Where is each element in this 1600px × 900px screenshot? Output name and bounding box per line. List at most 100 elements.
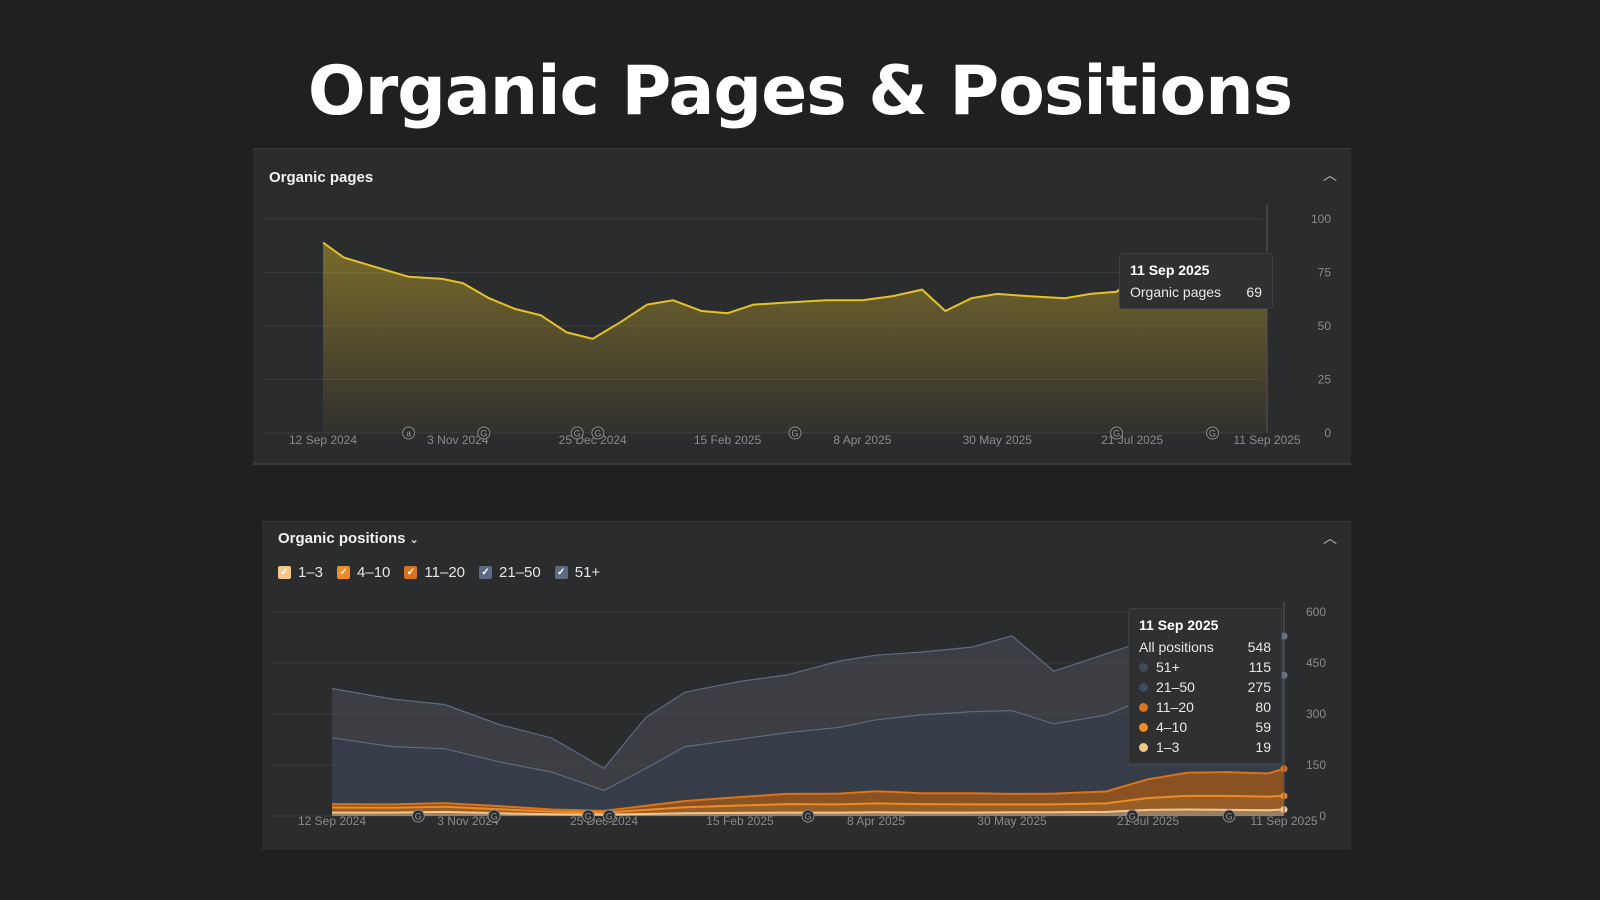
google-update-marker[interactable]: [477, 426, 491, 440]
annotation-label: G: [1113, 429, 1120, 439]
annotation-label: G: [606, 812, 613, 822]
checkbox-icon[interactable]: ✓: [404, 566, 418, 579]
organic-positions-title-text: Organic positions: [278, 530, 406, 547]
organic-pages-area: [323, 242, 1267, 433]
x-tick-label: 8 Apr 2025: [833, 433, 891, 447]
x-tick-label: 30 May 2025: [977, 814, 1047, 828]
collapse-organic-positions-button[interactable]: ︿: [1323, 528, 1337, 548]
annotation-label: G: [1129, 812, 1136, 822]
google-update-marker[interactable]: [487, 809, 501, 823]
annotation-label: G: [791, 429, 798, 439]
tooltip-row: 51+ 115: [1139, 659, 1271, 675]
tooltip-value: 69: [1246, 284, 1262, 300]
y-tick-label: 50: [1318, 319, 1332, 333]
google-update-marker[interactable]: [801, 809, 815, 823]
line-4–10: [331, 794, 1285, 814]
annotation-label: G: [804, 812, 811, 822]
tooltip-label: 11–20: [1139, 699, 1194, 715]
tooltip-label: Organic pages: [1130, 284, 1222, 300]
legend-label: 1–3: [298, 564, 324, 581]
x-tick-label: 11 Sep 2025: [1233, 433, 1300, 447]
tooltip-value: 80: [1255, 699, 1271, 715]
band-51+: [332, 633, 1284, 791]
legend-item[interactable]: ✓ 4–10: [337, 564, 390, 581]
checkbox-icon[interactable]: ✓: [554, 566, 568, 579]
google-update-marker[interactable]: [1125, 809, 1139, 823]
tooltip-date: 11 Sep 2025: [1130, 262, 1210, 278]
organic-positions-panel: Organic positions ⌄ ︿ ✓ 1–3 ✓ 4–10 ✓ 11–20 ✓ 21–…: [262, 521, 1351, 850]
tooltip-label: 21–50: [1139, 679, 1195, 695]
chevron-down-icon: ⌄: [409, 534, 419, 546]
google-update-marker[interactable]: [1222, 809, 1236, 823]
google-update-marker[interactable]: [570, 426, 584, 440]
organic-pages-tooltip: 11 Sep 2025 Organic pages 69: [1119, 253, 1273, 309]
y-tick-label: 25: [1318, 373, 1332, 387]
y-tick-label: 100: [1311, 212, 1331, 226]
tooltip-value: 275: [1247, 679, 1271, 695]
google-update-marker[interactable]: [581, 809, 595, 823]
google-update-marker[interactable]: [411, 809, 425, 823]
google-update-marker[interactable]: [602, 809, 616, 823]
legend-label: 11–20: [424, 564, 466, 581]
legend-label: 4–10: [357, 564, 391, 581]
organic-positions-tooltip: 11 Sep 2025 All positions 548 51+ 115 21–50 27…: [1128, 608, 1282, 764]
legend-item[interactable]: ✓ 51+: [554, 564, 601, 581]
annotation-label: G: [1209, 429, 1216, 439]
organic-positions-title[interactable]: Organic positions ⌄: [278, 530, 419, 547]
x-tick-label: 11 Sep 2025: [1250, 814, 1317, 828]
line-11–20: [331, 767, 1285, 812]
google-update-marker[interactable]: [788, 426, 802, 440]
x-tick-label: 15 Feb 2025: [706, 814, 774, 828]
organic-pages-title: Organic pages: [269, 169, 374, 186]
tooltip-date: 11 Sep 2025: [1139, 617, 1219, 633]
legend-label: 51+: [574, 564, 601, 581]
x-tick-label: 30 May 2025: [963, 433, 1033, 447]
x-tick-label: 12 Sep 2024: [298, 814, 366, 828]
band-11–20: [332, 768, 1284, 813]
series-dot-icon: [1139, 702, 1148, 712]
legend-item[interactable]: ✓ 1–3: [278, 564, 323, 581]
tooltip-row: All positions 548: [1139, 639, 1271, 655]
annotation-label: G: [1226, 812, 1233, 822]
annotation-label: G: [491, 812, 498, 822]
google-update-marker[interactable]: [1206, 426, 1220, 440]
tooltip-label: 1–3: [1139, 739, 1179, 755]
tooltip-value: 115: [1248, 659, 1271, 675]
checkbox-icon[interactable]: ✓: [479, 566, 493, 579]
y-tick-label: 0: [1319, 809, 1326, 823]
tooltip-row: 21–50 275: [1139, 679, 1271, 695]
band-21–50: [332, 675, 1284, 811]
tooltip-value: 19: [1255, 739, 1271, 755]
chevron-up-icon: ︿: [1323, 167, 1337, 183]
y-tick-label: 150: [1306, 758, 1326, 772]
google-update-marker[interactable]: [402, 426, 416, 440]
tooltip-row: 1–3 19: [1139, 739, 1271, 755]
google-update-marker[interactable]: [1110, 426, 1124, 440]
x-tick-label: 3 Nov 2024: [427, 433, 489, 447]
chevron-up-icon: ︿: [1323, 530, 1337, 546]
legend-item[interactable]: ✓ 21–50: [479, 564, 541, 581]
legend-item[interactable]: ✓ 11–20: [404, 564, 465, 581]
collapse-organic-pages-button[interactable]: ︿: [1323, 165, 1337, 185]
checkbox-icon[interactable]: ✓: [337, 566, 351, 579]
annotation-label: G: [585, 812, 592, 822]
tooltip-row: 11–20 80: [1139, 699, 1271, 715]
annotation-label: a: [406, 429, 411, 439]
y-tick-label: 450: [1306, 656, 1326, 670]
tooltip-label: 4–10: [1139, 719, 1187, 735]
checkbox-icon[interactable]: ✓: [278, 566, 291, 579]
band-4–10: [332, 795, 1284, 815]
google-update-marker[interactable]: [591, 426, 605, 440]
x-tick-label: 3 Nov 2024: [437, 814, 499, 828]
tooltip-row: 4–10 59: [1139, 719, 1271, 735]
annotation-label: G: [415, 812, 422, 822]
legend-label: 21–50: [499, 564, 541, 581]
tooltip-label: 51+: [1139, 659, 1180, 675]
series-dot-icon: [1139, 722, 1148, 732]
organic-pages-panel: Organic pages ︿ 0 25 50 75 100 12 Sep 2024 3 N…: [253, 148, 1351, 465]
x-tick-label: 12 Sep 2024: [289, 433, 357, 447]
series-dot-icon: [1139, 682, 1148, 692]
y-tick-label: 0: [1324, 426, 1331, 440]
series-dot-icon: [1139, 742, 1148, 752]
